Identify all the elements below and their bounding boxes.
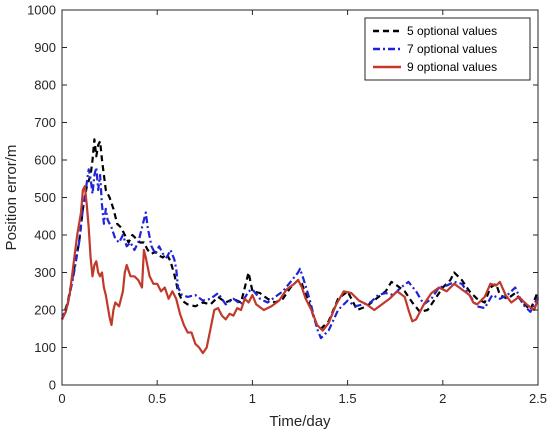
y-tick-label: 400 — [34, 228, 56, 243]
series-line-7-optional-values — [60, 166, 539, 340]
y-tick-label: 700 — [34, 115, 56, 130]
ticks-layer: 0 0.5 1 1.5 2 2.5 0 100 200 300 400 500 600 700 800 900… — [27, 3, 547, 407]
y-tick-label: 500 — [34, 190, 56, 205]
legend: 5 optional values 7 optional values 9 op… — [364, 17, 531, 81]
x-tick-label: 1.5 — [339, 391, 357, 406]
x-tick-label: 0 — [58, 391, 65, 406]
y-tick-label: 1000 — [27, 3, 56, 18]
legend-entry-5-optional-values: 5 optional values — [407, 24, 497, 38]
x-tick-label: 2.5 — [529, 391, 547, 406]
y-tick-label: 600 — [34, 153, 56, 168]
y-tick-label: 0 — [49, 378, 56, 393]
x-tick-label: 1 — [249, 391, 256, 406]
y-axis-label: Position error/m — [3, 145, 20, 251]
x-tick-label: 0.5 — [148, 391, 166, 406]
y-tick-label: 800 — [34, 78, 56, 93]
y-tick-label: 900 — [34, 40, 56, 55]
y-tick-label: 300 — [34, 265, 56, 280]
x-tick-label: 2 — [439, 391, 446, 406]
series-layer — [60, 138, 540, 355]
series-line-9-optional-values — [61, 185, 540, 355]
y-tick-label: 100 — [34, 340, 56, 355]
legend-entry-7-optional-values: 7 optional values — [407, 42, 497, 56]
y-tick-label: 200 — [34, 303, 56, 318]
x-axis-label: Time/day — [269, 413, 331, 430]
legend-entry-9-optional-values: 9 optional values — [407, 60, 497, 74]
